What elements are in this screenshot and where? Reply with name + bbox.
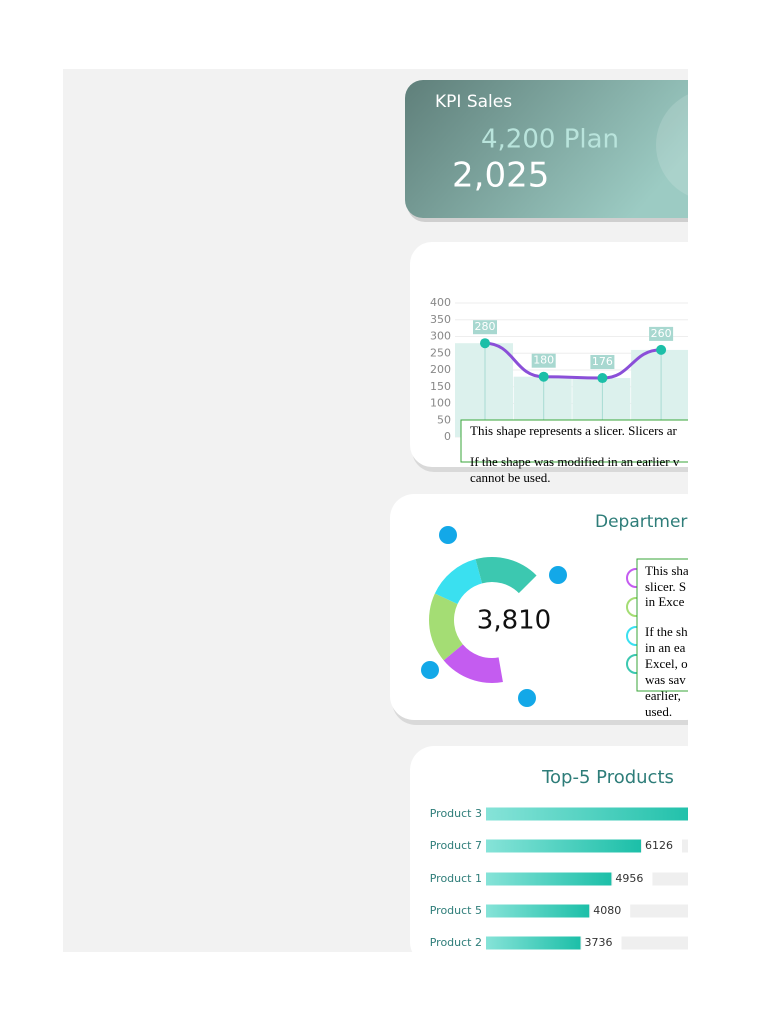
label-bg bbox=[590, 904, 631, 918]
line bbox=[484, 341, 662, 380]
label-bg bbox=[612, 872, 653, 886]
data-label: 180 bbox=[533, 354, 554, 367]
label-box bbox=[649, 326, 674, 341]
slicer-text: in an ea bbox=[645, 640, 686, 655]
slicer-text: earlier, bbox=[645, 688, 681, 703]
data-label: 280 bbox=[475, 320, 496, 333]
category-label: Product 5 bbox=[430, 904, 482, 917]
label-bg bbox=[581, 936, 622, 950]
slicer-text: If the shape was modified in an earlier … bbox=[470, 454, 680, 469]
data-label: 3736 bbox=[585, 936, 613, 949]
bar bbox=[486, 839, 641, 853]
handle bbox=[549, 566, 567, 584]
label-box bbox=[473, 320, 497, 335]
donut-segment bbox=[443, 644, 503, 683]
y-tick-label: 200 bbox=[430, 363, 451, 376]
slicer-text: This shape represents a slicer. Slicers … bbox=[470, 423, 678, 438]
y-tick-label: 50 bbox=[437, 413, 451, 426]
slicer-text: used. bbox=[645, 704, 672, 719]
kpi-card bbox=[405, 80, 688, 218]
slicer-text: This sha bbox=[645, 563, 689, 578]
handle bbox=[439, 526, 457, 544]
donut-segment bbox=[428, 593, 463, 661]
y-tick-label: 0 bbox=[444, 430, 451, 443]
data-label: 8500 bbox=[705, 807, 733, 820]
marker bbox=[656, 344, 667, 355]
donut-center-label: 3,810 bbox=[477, 606, 551, 636]
chart-title: Departmer bbox=[595, 512, 687, 532]
handle bbox=[421, 661, 439, 679]
marker bbox=[480, 338, 490, 349]
slicer-text: If the sh bbox=[645, 624, 688, 639]
kpi-plan: 4,200 Plan bbox=[481, 125, 619, 155]
slicer-placeholder bbox=[460, 419, 688, 463]
label-box bbox=[590, 355, 615, 370]
data-label: 4080 bbox=[593, 904, 621, 917]
y-tick-label: 400 bbox=[430, 296, 451, 309]
slicer-text: slicer. S bbox=[645, 579, 686, 594]
y-tick-label: 250 bbox=[430, 346, 451, 359]
slicer-text: in Exce bbox=[645, 594, 685, 609]
category-label: Product 3 bbox=[430, 807, 482, 820]
donut-segment bbox=[475, 557, 537, 594]
data-label: 260 bbox=[651, 327, 672, 340]
y-tick-label: 100 bbox=[430, 397, 451, 410]
category-label: Product 1 bbox=[430, 872, 482, 885]
kpi-title: KPI Sales bbox=[435, 92, 512, 112]
kpi-value: 2,025 bbox=[452, 156, 549, 196]
marker bbox=[597, 373, 608, 384]
label-bg bbox=[642, 839, 682, 853]
category-label: Product 7 bbox=[430, 839, 482, 852]
data-label: 4956 bbox=[615, 872, 643, 885]
y-tick-label: 350 bbox=[430, 313, 451, 326]
bar bbox=[486, 872, 612, 886]
y-tick-label: 300 bbox=[430, 330, 451, 343]
y-tick-label: 150 bbox=[430, 380, 451, 393]
label-box bbox=[531, 353, 556, 368]
slicer-text: was sav bbox=[645, 672, 686, 687]
marker bbox=[538, 371, 549, 382]
donut-segment bbox=[434, 559, 483, 604]
slicer-placeholder bbox=[636, 558, 688, 692]
bar-chart: Top-5 Products Product 3 8500 Product 7 6126… bbox=[430, 767, 742, 950]
handle bbox=[518, 689, 536, 707]
bar bbox=[486, 904, 590, 918]
data-label: 6126 bbox=[645, 839, 673, 852]
category-label: Product 2 bbox=[430, 936, 482, 949]
viewport: KPI Sales 4,200 Plan 2,025 0 50 100 150 200 2… bbox=[63, 69, 742, 952]
data-label: 176 bbox=[592, 355, 613, 368]
chart-title: Top-5 Products bbox=[541, 767, 674, 788]
label-bg bbox=[702, 807, 742, 821]
kpi-gauge bbox=[656, 94, 688, 196]
line-chart: 0 50 100 150 200 250 300 350 400 280 180 176 260 bbox=[430, 296, 688, 443]
slicer-text: cannot be used. bbox=[470, 470, 551, 485]
slicer-text: Excel, o bbox=[645, 656, 688, 671]
bar bbox=[486, 807, 688, 821]
bar bbox=[486, 936, 581, 950]
